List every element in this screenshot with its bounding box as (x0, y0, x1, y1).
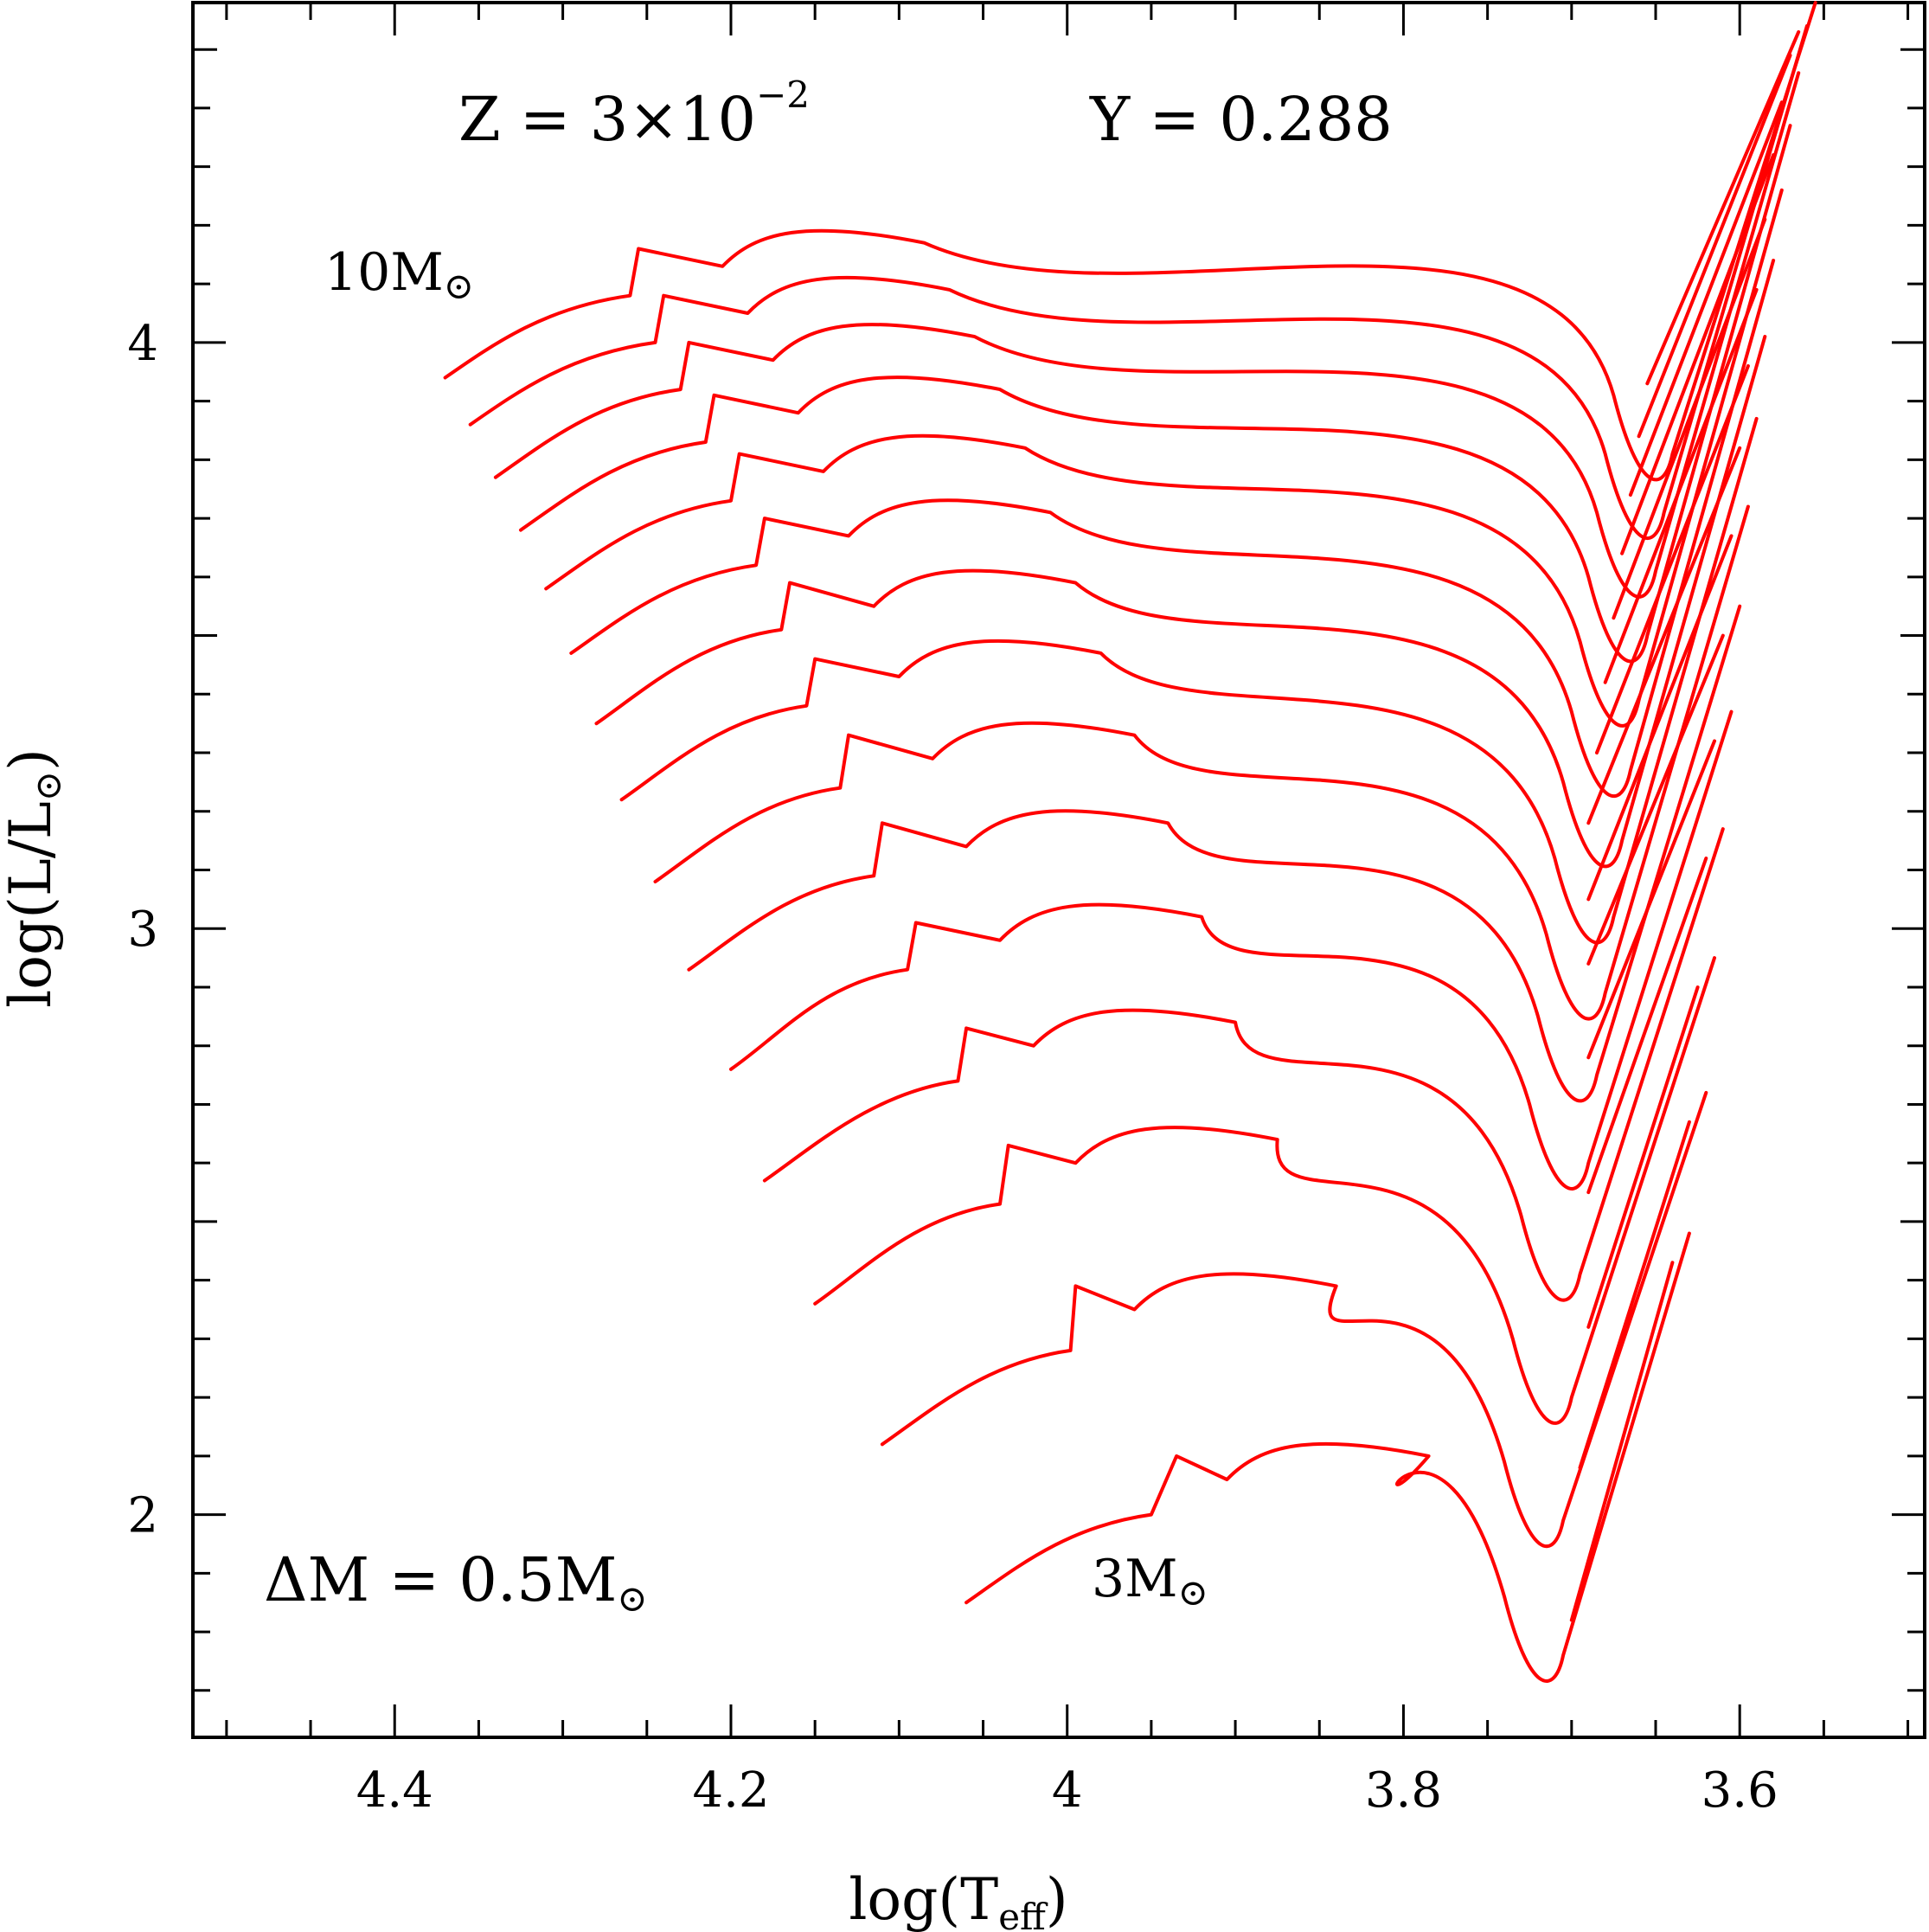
track-7-msun (594, 335, 1767, 869)
y-tick-label: 2 (127, 1488, 158, 1544)
x-tick-label: 3.8 (1365, 1762, 1442, 1819)
track-5_5-msun (687, 604, 1742, 1103)
y-tick-label: 4 (127, 316, 158, 372)
helium-label: Y = 0.288 (1089, 84, 1393, 155)
x-tick-label: 3.6 (1701, 1762, 1778, 1819)
track-9-msun (493, 71, 1801, 599)
track-8-msun (544, 188, 1784, 728)
track-9_5-msun (468, 24, 1809, 541)
x-tick-label: 4 (1052, 1762, 1083, 1819)
x-tick-label: 4.4 (356, 1762, 433, 1819)
y-tick-label: 3 (127, 902, 158, 958)
track-8_5-msun (519, 124, 1792, 664)
track-10-msun (443, 1, 1817, 482)
track-4_5-msun (762, 827, 1725, 1302)
track-7_5-msun (569, 259, 1776, 799)
label-10msun: 10M⊙ (324, 242, 474, 307)
delta-mass-label: ΔM = 0.5M⊙ (264, 1544, 648, 1620)
evolutionary-tracks (443, 1, 1817, 1683)
x-tick-label: 4.2 (692, 1762, 769, 1819)
track-5-msun (729, 709, 1734, 1191)
track-3-msun (964, 1231, 1691, 1683)
metallicity-text: Z = 3×10 (458, 84, 756, 155)
track-3_5-msun (880, 1090, 1708, 1549)
y-axis-title: log(L/L⊙) (0, 748, 69, 1008)
track-6_5-msun (619, 416, 1759, 945)
track-4-msun (813, 956, 1716, 1425)
label-3msun: 3M⊙ (1092, 1549, 1208, 1614)
metallicity-exponent: −2 (756, 74, 810, 116)
axis-ticks (193, 3, 1925, 1737)
track-6-msun (653, 504, 1750, 1021)
x-axis-title: log(Teff) (849, 1866, 1067, 1932)
axis-tick-labels: 4.4 4.2 4 3.8 3.6 2 3 4 (127, 316, 1778, 1819)
metallicity-label: Z = 3×10−2 (458, 74, 810, 155)
